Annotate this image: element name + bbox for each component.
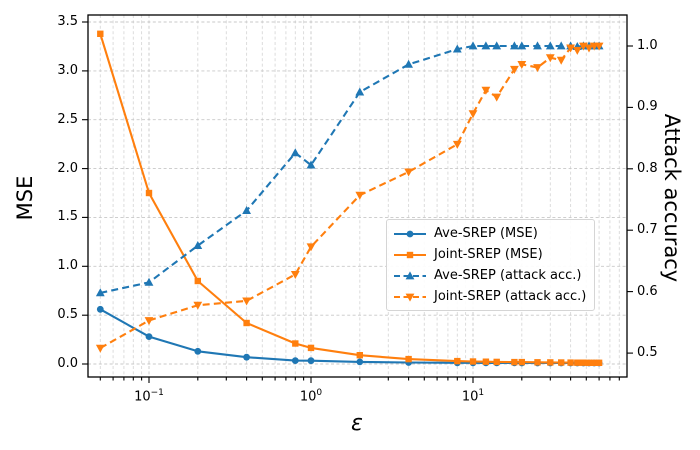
- legend-item: Ave-SREP (attack acc.): [392, 265, 586, 286]
- legend-label: Ave-SREP (attack acc.): [434, 268, 582, 283]
- y-right-tick-label: 0.5: [637, 345, 658, 361]
- axes-spines: [87, 14, 628, 378]
- y-right-tick-label: 0.8: [637, 160, 658, 176]
- legend-item: Joint-SREP (attack acc.): [392, 286, 586, 307]
- y-right-tick-label: 1.0: [637, 38, 658, 53]
- grid-x-minor: [99, 15, 620, 377]
- series-markers-1: [97, 30, 603, 366]
- series-line-0: [99, 308, 600, 365]
- legend-sample: [394, 293, 426, 302]
- y-left-tick-label: 2.0: [57, 160, 78, 176]
- legend-label: Ave-SREP (MSE): [434, 226, 538, 241]
- tick-marks: [82, 21, 633, 383]
- y-left-tick-label: 0.0: [57, 356, 78, 371]
- x-tick-label: 10−1: [134, 388, 164, 405]
- y-axis-label-left: MSE: [13, 175, 37, 221]
- series-markers-3: [95, 42, 604, 353]
- legend: Ave-SREP (MSE) Joint-SREP (MSE) Ave-SREP (…: [386, 219, 596, 311]
- legend-sample: [394, 270, 426, 279]
- y-left-tick-label: 2.5: [57, 111, 78, 127]
- y-right-tick-label: 0.7: [637, 222, 658, 238]
- legend-sample: [394, 251, 426, 258]
- y-left-tick-label: 1.0: [57, 258, 78, 274]
- legend-label: Joint-SREP (MSE): [434, 247, 543, 262]
- y-axis-label-right: Attack accuracy: [660, 113, 684, 283]
- y-right-tick-label: 0.6: [637, 283, 658, 299]
- y-right-tick-label: 0.9: [637, 99, 658, 115]
- series-line-1: [99, 33, 600, 364]
- x-tick-label: 100: [299, 388, 323, 405]
- y-left-tick-label: 1.5: [57, 209, 78, 225]
- y-left-tick-label: 3.5: [57, 14, 78, 29]
- y-left-tick-label: 0.5: [57, 307, 78, 323]
- legend-item: Ave-SREP (MSE): [392, 223, 586, 244]
- legend-sample: [394, 230, 426, 237]
- x-tick-label: 101: [461, 388, 485, 405]
- legend-item: Joint-SREP (MSE): [392, 244, 586, 265]
- y-left-tick-label: 3.0: [57, 62, 78, 78]
- legend-label: Joint-SREP (attack acc.): [434, 289, 587, 304]
- x-axis-label: ε: [351, 411, 363, 436]
